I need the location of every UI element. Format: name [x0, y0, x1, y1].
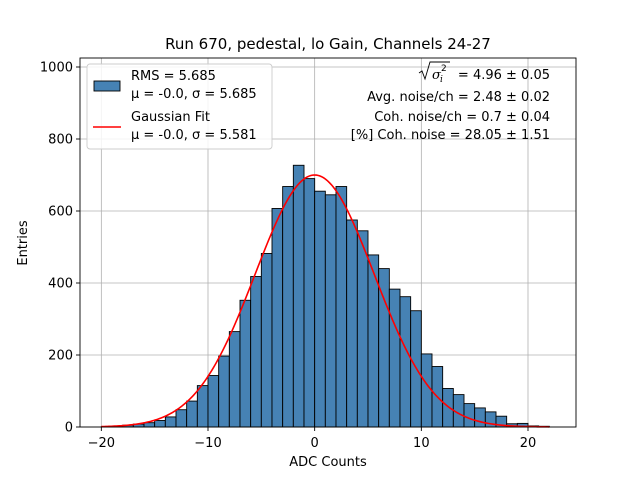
svg-text:σ: σ — [432, 68, 442, 83]
avg-noise-label: Avg. noise/ch = 2.48 ± 0.02 — [367, 90, 550, 105]
histogram-bar — [175, 409, 188, 428]
coh-noise-percent-label: [%] Coh. noise = 28.05 ± 1.51 — [351, 128, 550, 143]
coh-noise-label: Coh. noise/ch = 0.7 ± 0.04 — [374, 110, 550, 125]
histogram-bar — [282, 186, 294, 428]
histogram-bar — [420, 353, 433, 428]
histogram-bar — [399, 296, 412, 428]
histogram-bar — [154, 420, 166, 428]
y-tick-label: 800 — [48, 133, 73, 148]
sqrt-sigma-symbol: σ i 2 — [418, 61, 450, 85]
x-axis-title: ADC Counts — [289, 455, 367, 470]
histogram-bar — [250, 276, 262, 428]
histogram-bar — [218, 355, 230, 428]
x-tick-label: 0 — [311, 436, 319, 451]
histogram-bar — [292, 164, 305, 428]
histogram-bar — [228, 331, 241, 428]
legend-histogram-swatch — [93, 80, 121, 92]
x-tick-label: −20 — [88, 436, 115, 451]
x-tick-label: −10 — [194, 436, 221, 451]
legend-fit-label: Gaussian Fit — [131, 110, 210, 125]
stats-annotations: σ i 2 = 4.96 ± 0.05 Avg. noise/ch = 2.48… — [351, 61, 550, 143]
gaussian-fit-curve — [101, 174, 550, 428]
histogram-bar — [442, 388, 454, 428]
histogram-bar — [463, 403, 476, 428]
histogram-bar — [164, 416, 177, 428]
chart-title: Run 670, pedestal, lo Gain, Channels 24-… — [165, 35, 491, 53]
histogram-bar — [324, 194, 337, 428]
legend-fit-stats: μ = -0.0, σ = 5.581 — [131, 128, 257, 143]
histogram-bar — [186, 400, 198, 428]
histogram-bar — [378, 268, 390, 428]
legend-box — [86, 63, 273, 150]
histogram-bar — [314, 190, 326, 428]
x-axis-ticks: −20 −10 0 10 20 — [88, 427, 537, 451]
histogram-bar — [207, 375, 220, 428]
legend: RMS = 5.685 μ = -0.0, σ = 5.685 Gaussian… — [86, 63, 273, 150]
y-tick-label: 1000 — [40, 61, 73, 76]
histogram-bars — [100, 164, 550, 428]
svg-text:2: 2 — [441, 64, 447, 74]
y-axis-title: Entries — [16, 220, 31, 266]
x-tick-label: 10 — [413, 436, 430, 451]
histogram-bar — [303, 178, 316, 428]
histogram-bar — [260, 253, 273, 428]
y-tick-label: 600 — [48, 205, 73, 220]
histogram-bar — [356, 230, 369, 428]
legend-histogram-stats: μ = -0.0, σ = 5.685 — [131, 87, 257, 102]
x-tick-label: 20 — [520, 436, 537, 451]
histogram-bar — [388, 288, 401, 428]
y-axis-ticks: 0 200 400 600 800 1000 — [40, 61, 80, 436]
y-tick-label: 400 — [48, 277, 73, 292]
histogram-bar — [335, 186, 348, 428]
histogram-bar — [271, 208, 284, 428]
histogram-bar — [196, 385, 209, 428]
histogram-bar — [239, 299, 252, 428]
svg-text:i: i — [440, 75, 443, 85]
legend-histogram-label: RMS = 5.685 — [131, 69, 216, 84]
histogram-bar — [474, 407, 486, 428]
sigma-value: = 4.96 ± 0.05 — [458, 68, 550, 83]
y-tick-label: 200 — [48, 349, 73, 364]
plot-frame — [79, 57, 577, 428]
histogram-bar — [346, 219, 358, 428]
y-tick-label: 0 — [65, 421, 73, 436]
